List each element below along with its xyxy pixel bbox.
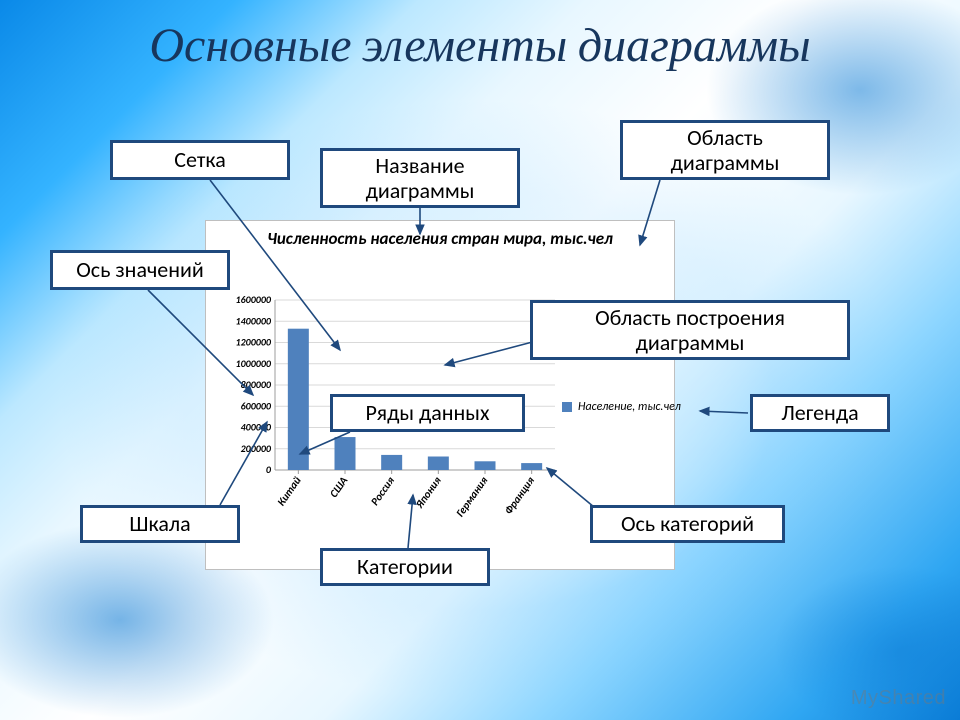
bar [428,457,449,470]
y-tick-label: 400000 [241,421,272,434]
category-label: Япония [412,474,444,512]
bar [381,455,402,470]
legend-swatch-icon [562,402,572,412]
bar [521,463,542,470]
category-label: Франция [502,474,538,517]
callout-legend: Легенда [750,394,890,432]
callout-title: Название диаграммы [320,148,520,208]
bar [475,461,496,470]
bar [288,329,309,470]
chart-legend: Население, тыс.чел [562,400,681,414]
y-tick-label: 0 [266,463,272,476]
y-tick-label: 1000000 [236,357,272,370]
slide-title: Основные элементы диаграммы [0,18,960,73]
slide-stage: Основные элементы диаграммы Численность … [0,0,960,720]
category-label: США [327,474,351,500]
y-tick-label: 1200000 [236,336,272,349]
category-label: Китай [275,474,304,508]
y-tick-label: 1600000 [236,296,272,306]
callout-cat_axis: Ось категорий [590,505,785,543]
arrow-icon [700,411,748,413]
y-tick-label: 600000 [241,399,272,412]
chart-title: Численность населения стран мира, тыс.че… [206,221,674,253]
callout-categories: Категории [320,548,490,586]
bar [335,437,356,470]
y-tick-label: 800000 [241,378,272,391]
category-label: Германия [453,474,490,520]
callout-plot_area: Область построения диаграммы [530,300,850,360]
category-label: Россия [368,474,397,508]
callout-scale: Шкала [80,505,240,543]
legend-label: Население, тыс.чел [578,400,681,414]
callout-grid: Сетка [110,140,290,180]
watermark: MyShared [851,687,946,710]
y-tick-label: 200000 [241,442,272,455]
callout-data_series: Ряды данных [330,394,525,432]
y-tick-label: 1400000 [236,314,272,327]
callout-value_axis: Ось значений [50,250,230,290]
callout-chart_area: Область диаграммы [620,120,830,180]
